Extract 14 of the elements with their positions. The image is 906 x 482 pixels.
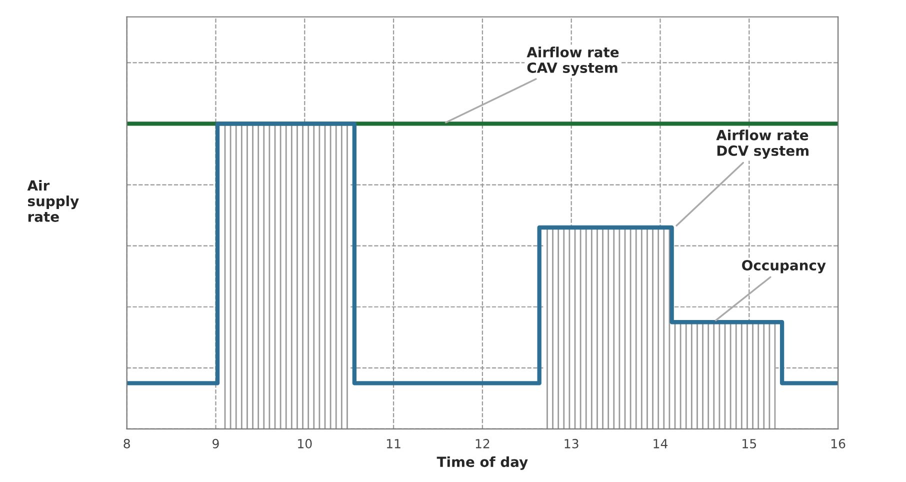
x-tick-label: 16 [831,438,846,448]
x-tick-label: 9 [212,438,219,448]
annotation: Airflow rate DCV system [716,130,808,159]
x-tick-label: 12 [476,438,490,448]
x-tick-label: 13 [564,438,578,448]
x-tick-label: 14 [654,439,668,448]
x-tick-label: 10 [298,438,312,448]
x-tick-label: 11 [386,439,400,448]
x-tick-label: 15 [742,439,756,448]
x-axis-title: Time of day [436,456,528,470]
annotation: Occupancy [742,260,826,274]
x-tick-label: 8 [124,438,130,448]
annotation: Airflow rate CAV system [526,46,619,76]
y-axis-title: Air supply rate [27,180,79,222]
